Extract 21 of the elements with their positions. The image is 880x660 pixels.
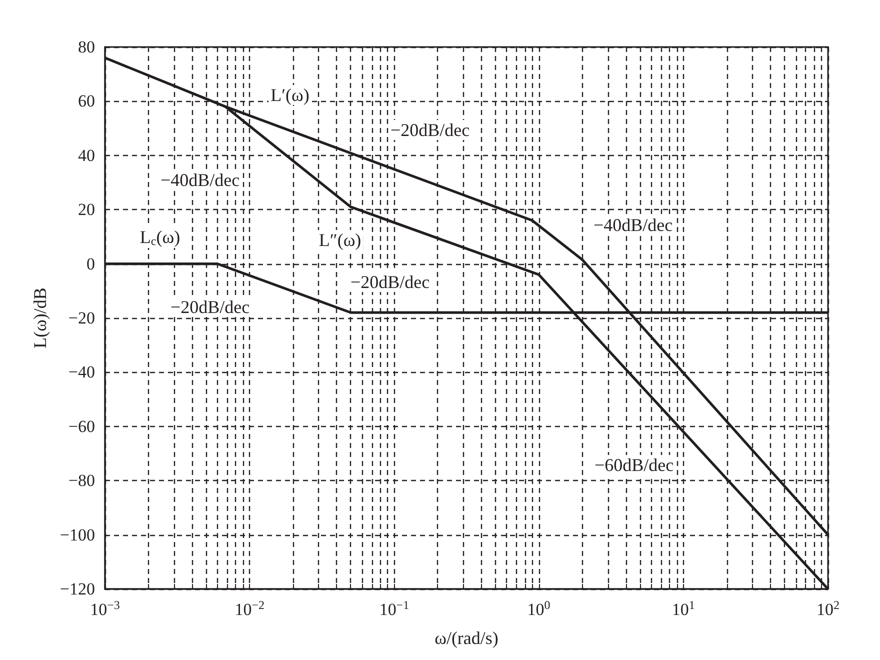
y-axis-title: L(ω)/dB xyxy=(30,288,50,348)
x-axis-title: ω/(rad/s) xyxy=(434,628,498,648)
annotation: −20dB/dec xyxy=(390,120,470,140)
series-label: L″(ω) xyxy=(318,230,362,250)
y-tick-label: −20 xyxy=(68,308,95,328)
y-tick-label: −40 xyxy=(68,362,95,382)
y-tick-label: −100 xyxy=(60,525,95,544)
annotation: −20dB/dec xyxy=(170,297,250,317)
y-tick-label: 0 xyxy=(86,254,95,274)
annotation: −60dB/dec xyxy=(594,455,674,475)
y-tick-label: −120 xyxy=(60,580,95,598)
y-tick-label: 20 xyxy=(78,200,95,220)
y-tick-label: 80 xyxy=(78,38,95,56)
annotation: −40dB/dec xyxy=(593,215,673,235)
series-label: L′(ω) xyxy=(270,85,310,105)
y-tick-label: 60 xyxy=(78,92,95,111)
annotation: −40dB/dec xyxy=(160,170,240,190)
annotation: −20dB/dec xyxy=(350,272,430,292)
y-tick-label: −60 xyxy=(68,416,95,436)
y-tick-label: −80 xyxy=(68,471,95,490)
y-tick-label: 40 xyxy=(78,146,95,165)
